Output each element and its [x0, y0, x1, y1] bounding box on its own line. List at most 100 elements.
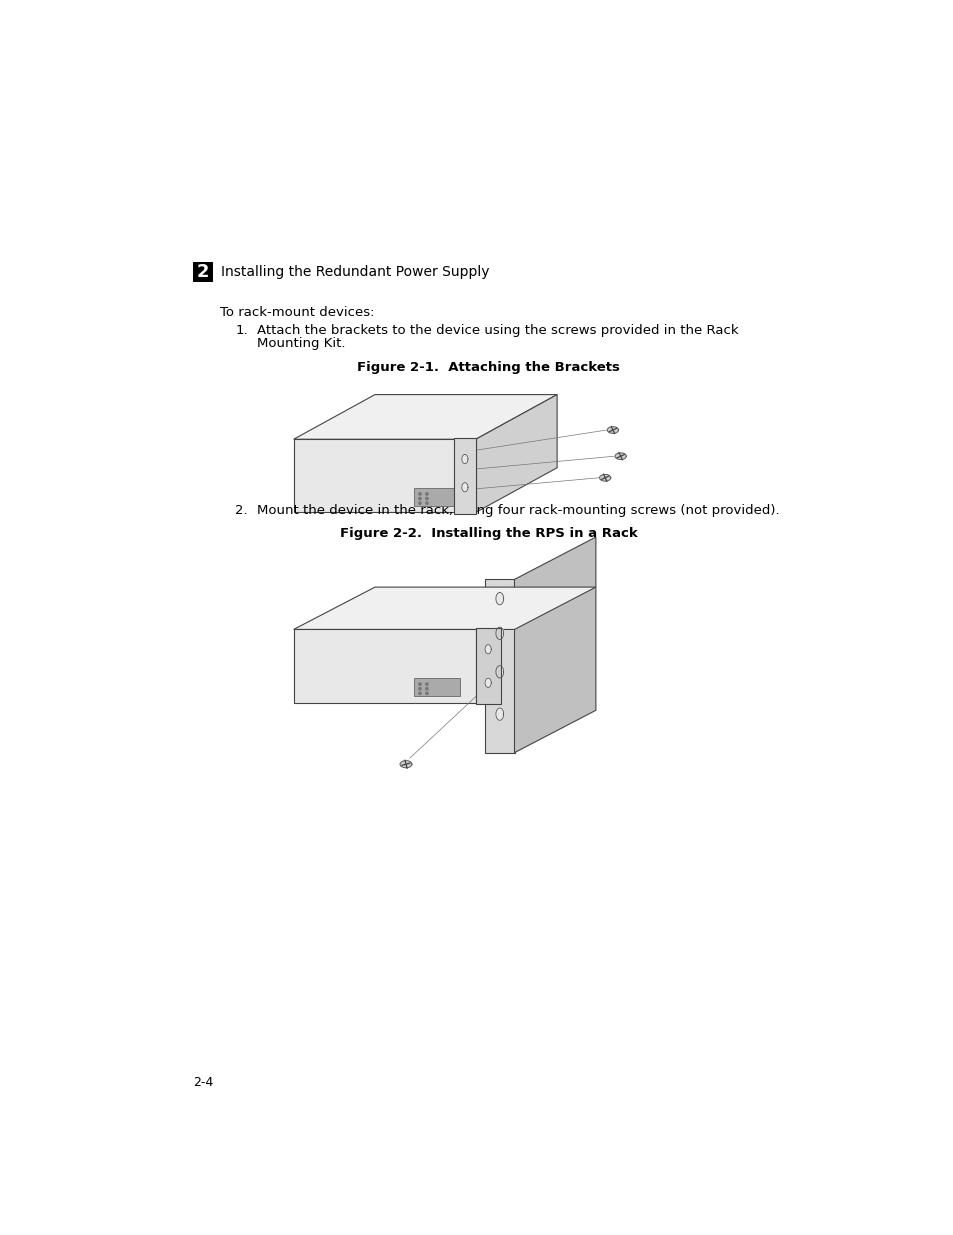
Bar — [405, 461, 410, 462]
Bar — [351, 651, 356, 652]
Bar — [413, 461, 418, 462]
Bar — [428, 504, 434, 506]
Bar — [319, 461, 325, 462]
Bar — [296, 489, 302, 492]
Bar — [358, 679, 364, 682]
Bar — [335, 504, 340, 506]
Bar — [296, 636, 302, 637]
Bar — [484, 579, 514, 752]
Bar — [312, 475, 317, 477]
Bar — [343, 504, 348, 506]
Bar — [413, 694, 418, 697]
Bar — [358, 489, 364, 492]
Polygon shape — [599, 474, 610, 482]
Bar — [358, 694, 364, 697]
Text: Attach the brackets to the device using the screws provided in the Rack: Attach the brackets to the device using … — [257, 324, 738, 337]
Bar — [428, 694, 434, 697]
Bar — [351, 679, 356, 682]
Bar — [304, 504, 310, 506]
Bar — [358, 636, 364, 637]
Bar — [351, 694, 356, 697]
Bar — [319, 446, 325, 447]
Bar — [390, 446, 395, 447]
Bar — [304, 651, 310, 652]
Bar — [351, 446, 356, 447]
Bar — [319, 475, 325, 477]
Bar — [381, 694, 387, 697]
Bar — [304, 446, 310, 447]
Bar — [366, 666, 372, 667]
Bar — [420, 666, 426, 667]
Bar — [420, 679, 426, 682]
Bar — [358, 461, 364, 462]
Bar — [428, 489, 434, 492]
Bar — [374, 475, 379, 477]
Text: 2.: 2. — [235, 504, 248, 517]
Bar — [319, 694, 325, 697]
Polygon shape — [514, 537, 596, 752]
Bar — [414, 678, 459, 697]
Text: 2: 2 — [196, 263, 209, 282]
Bar — [343, 446, 348, 447]
Bar — [335, 679, 340, 682]
Bar — [428, 651, 434, 652]
Bar — [312, 489, 317, 492]
Bar — [405, 666, 410, 667]
Bar — [304, 666, 310, 667]
Text: Mount the device in the rack, using four rack-mounting screws (not provided).: Mount the device in the rack, using four… — [257, 504, 779, 517]
Bar — [304, 679, 310, 682]
Bar — [335, 461, 340, 462]
Bar — [319, 504, 325, 506]
Bar — [390, 489, 395, 492]
Bar — [420, 651, 426, 652]
Bar — [413, 636, 418, 637]
Bar — [358, 475, 364, 477]
Bar — [296, 694, 302, 697]
Bar — [294, 440, 476, 513]
Bar — [312, 504, 317, 506]
Bar — [405, 489, 410, 492]
Bar — [312, 679, 317, 682]
Bar — [358, 504, 364, 506]
Bar — [366, 461, 372, 462]
Bar — [397, 636, 402, 637]
Circle shape — [418, 498, 420, 500]
Bar — [366, 504, 372, 506]
Bar — [381, 461, 387, 462]
Bar — [374, 489, 379, 492]
Bar — [397, 679, 402, 682]
Text: Figure 2-2.  Installing the RPS in a Rack: Figure 2-2. Installing the RPS in a Rack — [339, 527, 638, 540]
Bar — [296, 504, 302, 506]
Bar — [296, 666, 302, 667]
Bar — [366, 679, 372, 682]
Bar — [381, 651, 387, 652]
Bar — [428, 446, 434, 447]
Bar — [328, 679, 333, 682]
Bar — [304, 694, 310, 697]
Bar — [343, 666, 348, 667]
Bar — [312, 636, 317, 637]
Bar — [343, 461, 348, 462]
Bar — [390, 504, 395, 506]
Bar — [405, 504, 410, 506]
Bar — [428, 461, 434, 462]
Bar — [358, 666, 364, 667]
Bar — [366, 446, 372, 447]
Circle shape — [425, 498, 428, 500]
Bar — [374, 679, 379, 682]
Bar — [374, 504, 379, 506]
Text: 1.: 1. — [235, 324, 248, 337]
Bar — [381, 636, 387, 637]
Bar — [390, 636, 395, 637]
Circle shape — [425, 493, 428, 495]
Circle shape — [418, 688, 420, 690]
Bar — [335, 666, 340, 667]
Bar — [381, 666, 387, 667]
Bar — [304, 489, 310, 492]
Bar — [335, 636, 340, 637]
Polygon shape — [496, 666, 503, 678]
Bar — [405, 694, 410, 697]
Bar — [381, 489, 387, 492]
Polygon shape — [484, 645, 491, 653]
Bar — [397, 475, 402, 477]
